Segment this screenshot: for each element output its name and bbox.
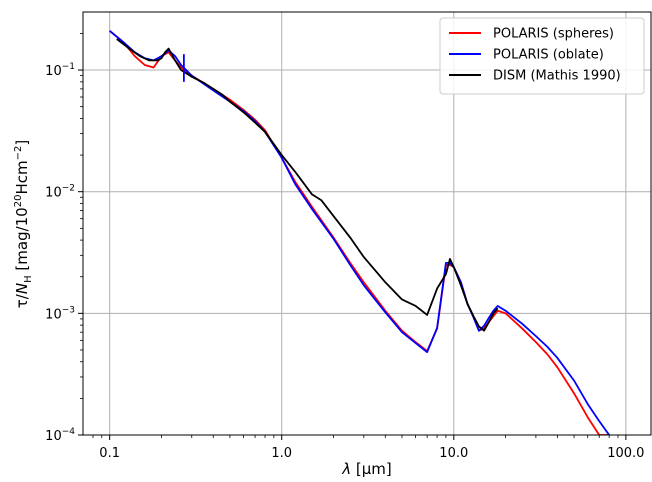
y-tick-label: 10−1 bbox=[45, 62, 75, 79]
y-axis-label: τ/NH [mag/1020Hcm−2] bbox=[13, 140, 34, 308]
x-axis-label-unit: [μm] bbox=[351, 460, 392, 478]
series-line-polaris-oblate bbox=[109, 30, 610, 435]
y-tick-label: 10−2 bbox=[45, 184, 75, 201]
y-label-unit-start: [mag/10 bbox=[13, 207, 31, 275]
x-axis-label-symbol: λ bbox=[341, 460, 351, 478]
axes-frame bbox=[82, 11, 652, 436]
x-tick-label: 0.1 bbox=[99, 446, 120, 461]
y-label-subscript: H bbox=[23, 275, 34, 283]
y-label-unit-end: ] bbox=[13, 140, 31, 146]
y-label-tau: τ bbox=[13, 299, 31, 308]
legend-label-oblate: POLARIS (oblate) bbox=[493, 48, 604, 63]
y-tick-label: 10−4 bbox=[45, 427, 75, 444]
series-line-dism bbox=[116, 38, 499, 332]
legend-box bbox=[439, 17, 645, 95]
y-label-exponent-2: −2 bbox=[13, 146, 24, 161]
x-tick-label: 100.0 bbox=[607, 446, 644, 461]
legend-label-dism: DISM (Mathis 1990) bbox=[493, 69, 621, 84]
y-label-exponent-1: 20 bbox=[13, 195, 24, 208]
plot-area bbox=[109, 30, 610, 435]
legend: POLARIS (spheres) POLARIS (oblate) DISM … bbox=[439, 17, 645, 95]
y-label-slash: / bbox=[13, 293, 31, 299]
legend-label-spheres: POLARIS (spheres) bbox=[493, 27, 614, 42]
y-tick-label: 10−3 bbox=[45, 305, 75, 322]
y-label-unit-mid: Hcm bbox=[13, 160, 31, 194]
y-label-n: N bbox=[13, 283, 31, 294]
x-tick-label: 10.0 bbox=[439, 446, 468, 461]
x-axis-label: λ [μm] bbox=[341, 460, 392, 478]
x-tick-label: 1.0 bbox=[271, 446, 292, 461]
ticks: 0.1 1.0 10.0 100.0 10−1 10−2 10−3 10−4 bbox=[45, 33, 644, 461]
